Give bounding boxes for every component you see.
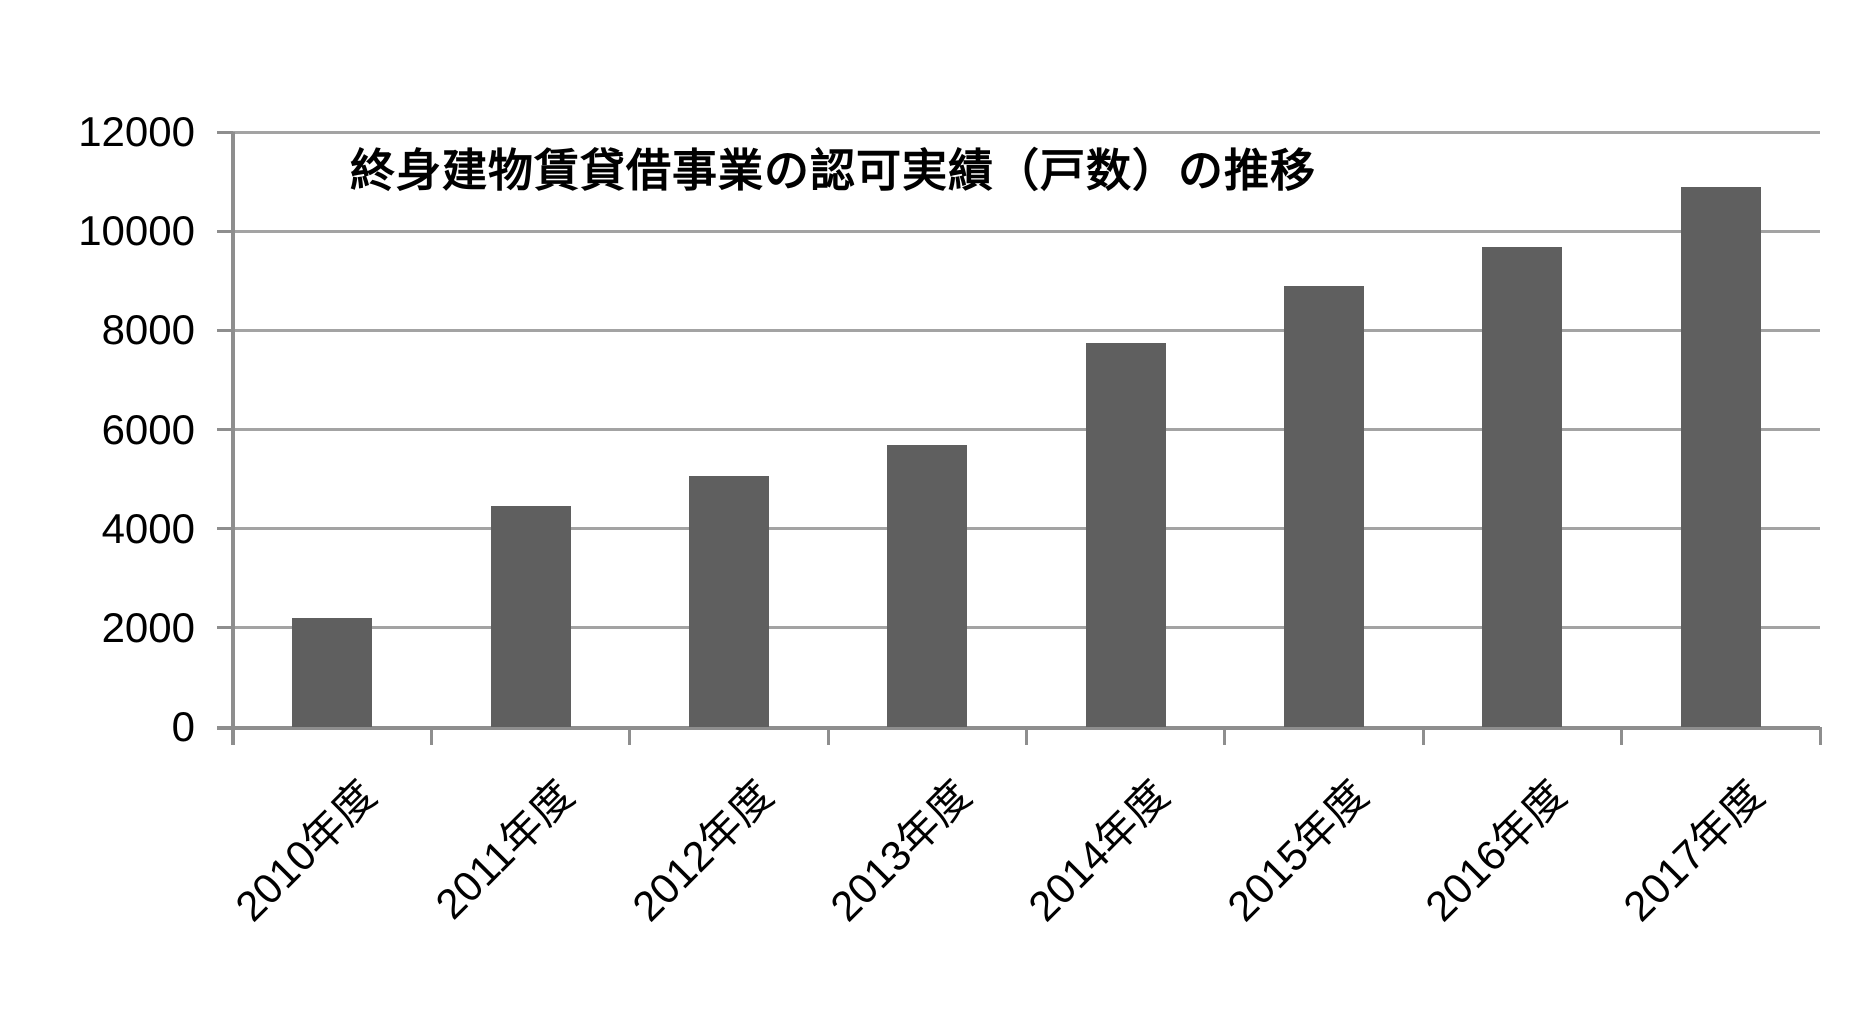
x-axis-label: 2017年度 [1614, 771, 1774, 930]
bar [490, 506, 571, 727]
y-gridline [233, 527, 1820, 531]
x-axis-tick [1025, 727, 1028, 745]
y-axis-tick [217, 428, 233, 431]
x-axis-tick [1223, 727, 1227, 745]
x-axis-label: 2014年度 [1019, 771, 1179, 930]
x-axis-label: 2015年度 [1217, 771, 1377, 930]
y-axis-tick [217, 229, 233, 233]
y-axis-tick-label: 2000 [101, 603, 195, 651]
x-axis-tick [628, 727, 632, 745]
y-axis-tick-label: 4000 [101, 504, 195, 552]
x-axis-tick [231, 727, 235, 745]
bar [688, 475, 769, 727]
x-axis-tick [429, 727, 433, 745]
x-axis-line [217, 725, 1820, 730]
x-axis-label: 2010年度 [226, 771, 385, 930]
y-axis-tick-label: 0 [171, 703, 195, 750]
x-axis-tick [1818, 727, 1822, 745]
y-axis-tick-label: 12000 [78, 108, 195, 155]
bar [292, 617, 373, 727]
bar [1680, 187, 1761, 727]
x-axis-tick [1421, 727, 1425, 745]
x-axis-label: 2012年度 [622, 771, 782, 930]
y-axis-tick [217, 130, 233, 134]
y-axis-tick [217, 527, 233, 531]
bar [1482, 247, 1563, 727]
y-axis-line [231, 132, 235, 745]
y-gridline [233, 130, 1820, 134]
x-axis-label: 2016年度 [1416, 771, 1575, 930]
y-gridline [233, 328, 1820, 332]
y-axis-tick [217, 626, 233, 630]
x-axis-tick [1620, 727, 1624, 745]
bar [1284, 285, 1365, 727]
y-gridline [233, 229, 1820, 233]
bar [887, 444, 968, 727]
y-axis-tick-label: 10000 [78, 207, 195, 255]
y-gridline [233, 626, 1820, 630]
y-axis-tick [217, 328, 233, 332]
x-axis-label: 2013年度 [821, 771, 980, 930]
y-axis-tick-label: 6000 [101, 405, 195, 453]
x-axis-tick [826, 727, 830, 745]
x-axis-label: 2011年度 [426, 771, 584, 928]
y-gridline [233, 428, 1820, 431]
chart-title: 終身建物賃貸借事業の認可実績（戸数）の推移 [349, 145, 1316, 196]
y-axis-tick-label: 8000 [101, 306, 195, 354]
bar [1085, 342, 1166, 727]
